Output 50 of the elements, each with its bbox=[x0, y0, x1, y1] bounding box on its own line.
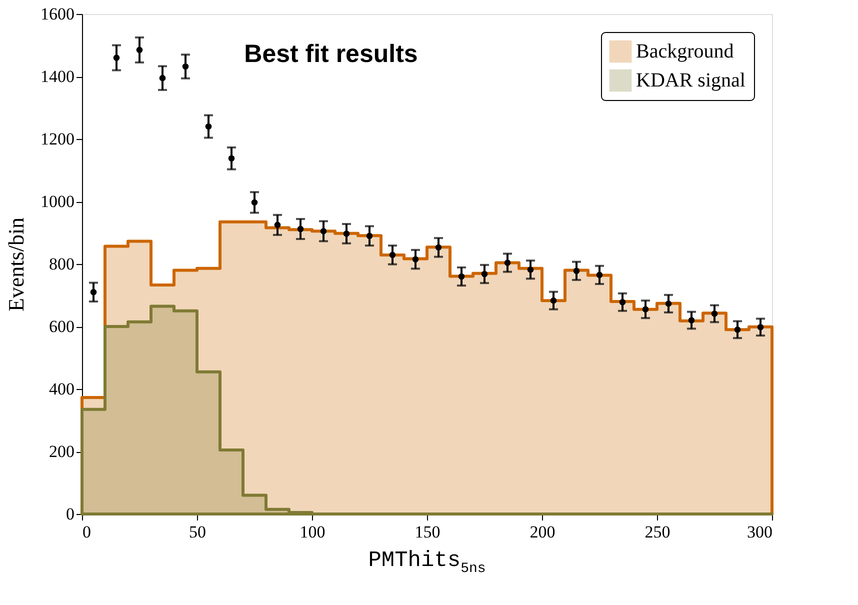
y-tick-label: 600 bbox=[49, 317, 74, 336]
y-axis-title: Events/bin bbox=[4, 217, 28, 312]
point bbox=[573, 268, 580, 274]
point bbox=[481, 270, 488, 278]
point bbox=[734, 326, 741, 333]
point bbox=[596, 272, 603, 278]
point bbox=[619, 298, 626, 306]
point bbox=[527, 266, 534, 273]
point bbox=[182, 63, 189, 70]
point bbox=[274, 222, 281, 228]
point bbox=[297, 226, 304, 232]
point bbox=[504, 260, 511, 266]
y-tick-label: 1600 bbox=[40, 4, 74, 24]
x-tick-label: 100 bbox=[300, 522, 326, 542]
point bbox=[757, 324, 764, 330]
x-tick-label: 200 bbox=[530, 522, 556, 542]
point bbox=[711, 310, 718, 317]
x-tick-label: 250 bbox=[644, 522, 670, 542]
x-tick-label: 50 bbox=[189, 522, 206, 542]
y-tick-label: 0 bbox=[66, 504, 74, 524]
point bbox=[159, 74, 166, 82]
point bbox=[688, 317, 695, 324]
y-tick-label: 1400 bbox=[40, 67, 74, 86]
point bbox=[136, 46, 143, 54]
y-tick-label: 400 bbox=[49, 380, 74, 398]
legend-label: Background bbox=[636, 40, 734, 62]
point bbox=[228, 155, 235, 162]
point bbox=[435, 244, 442, 251]
point bbox=[343, 230, 350, 237]
point bbox=[412, 256, 419, 262]
point bbox=[320, 228, 327, 234]
point bbox=[550, 297, 557, 304]
point bbox=[366, 232, 373, 240]
text: Best fit results bbox=[244, 40, 418, 68]
point bbox=[642, 306, 649, 312]
y-tick-label: 1000 bbox=[40, 192, 74, 211]
point bbox=[90, 288, 97, 296]
x-tick-label: 150 bbox=[414, 522, 440, 542]
point bbox=[113, 54, 120, 61]
point bbox=[205, 123, 212, 130]
point bbox=[665, 300, 672, 307]
y-tick-label: 200 bbox=[49, 442, 74, 461]
x-tick-label: 0 bbox=[82, 522, 91, 542]
y-tick-label: 1200 bbox=[40, 130, 74, 148]
y-tick-label: 800 bbox=[49, 254, 74, 274]
point bbox=[458, 273, 465, 280]
point bbox=[251, 199, 258, 206]
x-tick-label: 300 bbox=[747, 522, 772, 542]
legend-label: KDAR signal bbox=[636, 70, 746, 92]
point bbox=[389, 252, 396, 258]
